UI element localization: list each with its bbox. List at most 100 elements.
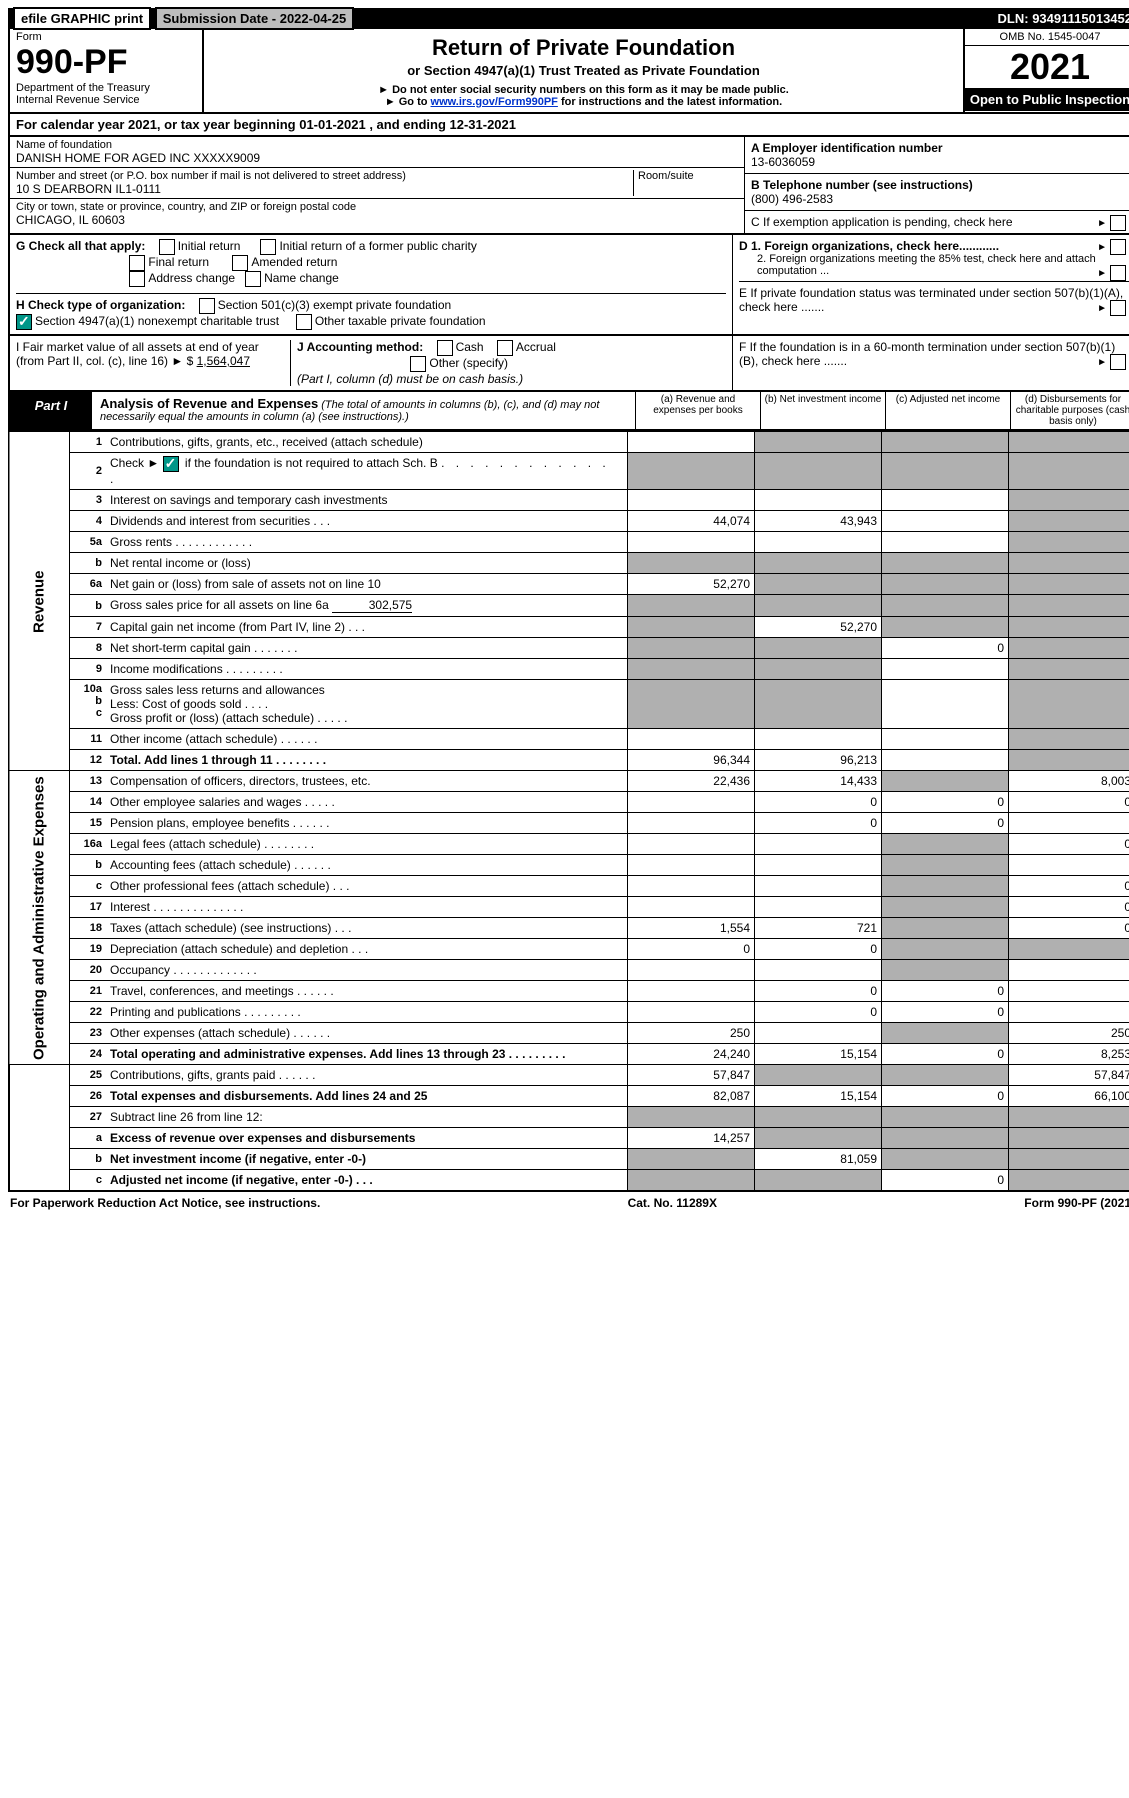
f-checkbox[interactable] bbox=[1110, 354, 1126, 370]
page-footer: For Paperwork Reduction Act Notice, see … bbox=[8, 1192, 1129, 1214]
g-label: G Check all that apply: bbox=[16, 239, 145, 253]
row-23: 23 Other expenses (attach schedule) . . … bbox=[9, 1023, 1129, 1044]
note2-post: for instructions and the latest informat… bbox=[558, 96, 782, 108]
r5a-no: 5a bbox=[70, 532, 107, 553]
r27a-no: a bbox=[70, 1128, 107, 1149]
r24-b: 15,154 bbox=[755, 1044, 882, 1065]
row-14: 14 Other employee salaries and wages . .… bbox=[9, 792, 1129, 813]
row-15: 15 Pension plans, employee benefits . . … bbox=[9, 813, 1129, 834]
r16a-desc: Legal fees (attach schedule) . . . . . .… bbox=[106, 834, 628, 855]
cash-checkbox[interactable] bbox=[437, 340, 453, 356]
r16a-no: 16a bbox=[70, 834, 107, 855]
d2-checkbox[interactable] bbox=[1110, 265, 1126, 281]
part1-header: Part I Analysis of Revenue and Expenses … bbox=[8, 392, 1129, 431]
r4-b: 43,943 bbox=[755, 511, 882, 532]
r11-no: 11 bbox=[70, 729, 107, 750]
efile-print-box[interactable]: efile GRAPHIC print bbox=[13, 7, 151, 30]
schb-checkbox[interactable] bbox=[163, 456, 179, 472]
city-value: CHICAGO, IL 60603 bbox=[16, 213, 738, 227]
r25-desc: Contributions, gifts, grants paid . . . … bbox=[106, 1065, 628, 1086]
r19-b: 0 bbox=[755, 939, 882, 960]
e-row: E If private foundation status was termi… bbox=[739, 281, 1129, 314]
final-return-checkbox[interactable] bbox=[129, 255, 145, 271]
4947a1-label: Section 4947(a)(1) nonexempt charitable … bbox=[35, 314, 279, 328]
row-20: 20 Occupancy . . . . . . . . . . . . . bbox=[9, 960, 1129, 981]
r16b-desc: Accounting fees (attach schedule) . . . … bbox=[106, 855, 628, 876]
r15-desc: Pension plans, employee benefits . . . .… bbox=[106, 813, 628, 834]
amended-return-checkbox[interactable] bbox=[232, 255, 248, 271]
dln-number: DLN: 93491115013452 bbox=[998, 11, 1129, 26]
r18-a: 1,554 bbox=[628, 918, 755, 939]
row-18: 18 Taxes (attach schedule) (see instruct… bbox=[9, 918, 1129, 939]
initial-return-checkbox[interactable] bbox=[159, 239, 175, 255]
dept-treasury: Department of the Treasury bbox=[16, 82, 196, 94]
note2-pre: ► Go to bbox=[385, 96, 431, 108]
r5b-no: b bbox=[70, 553, 107, 574]
e-checkbox[interactable] bbox=[1110, 300, 1126, 316]
form990pf-link[interactable]: www.irs.gov/Form990PF bbox=[431, 96, 558, 108]
row-2: 2 Check ► if the foundation is not requi… bbox=[9, 453, 1129, 490]
d1-checkbox[interactable] bbox=[1110, 239, 1126, 255]
r14-c: 0 bbox=[882, 792, 1009, 813]
city-row: City or town, state or province, country… bbox=[10, 199, 744, 229]
city-label: City or town, state or province, country… bbox=[16, 201, 738, 213]
ij-left: I Fair market value of all assets at end… bbox=[10, 336, 732, 390]
r22-desc: Printing and publications . . . . . . . … bbox=[106, 1002, 628, 1023]
r19-desc: Depreciation (attach schedule) and deple… bbox=[106, 939, 628, 960]
g-check-row: G Check all that apply: Initial return I… bbox=[16, 239, 726, 287]
r20-no: 20 bbox=[70, 960, 107, 981]
row-24: 24 Total operating and administrative ex… bbox=[9, 1044, 1129, 1065]
r4-no: 4 bbox=[70, 511, 107, 532]
other-method-checkbox[interactable] bbox=[410, 356, 426, 372]
r1-desc: Contributions, gifts, grants, etc., rece… bbox=[106, 432, 628, 453]
street-value: 10 S DEARBORN IL1-0111 bbox=[16, 182, 633, 196]
exemption-label: C If exemption application is pending, c… bbox=[751, 215, 1013, 229]
r24-d: 8,253 bbox=[1009, 1044, 1129, 1065]
accrual-checkbox[interactable] bbox=[497, 340, 513, 356]
omb-number: OMB No. 1545-0047 bbox=[965, 29, 1129, 46]
row-27: 27 Subtract line 26 from line 12: bbox=[9, 1107, 1129, 1128]
part1-title: Analysis of Revenue and Expenses bbox=[100, 396, 318, 411]
r22-no: 22 bbox=[70, 1002, 107, 1023]
calendar-year-line: For calendar year 2021, or tax year begi… bbox=[8, 114, 1129, 137]
part1-desc: Analysis of Revenue and Expenses (The to… bbox=[92, 392, 635, 429]
r27-no: 27 bbox=[70, 1107, 107, 1128]
ein-row: A Employer identification number 13-6036… bbox=[745, 137, 1129, 174]
r10-no: 10abc bbox=[70, 680, 107, 729]
form-word: Form bbox=[16, 31, 196, 43]
exemption-checkbox[interactable] bbox=[1110, 215, 1126, 231]
r9-no: 9 bbox=[70, 659, 107, 680]
fmv-value: 1,564,047 bbox=[197, 354, 250, 368]
r4-a: 44,074 bbox=[628, 511, 755, 532]
other-taxable-checkbox[interactable] bbox=[296, 314, 312, 330]
r24-desc: Total operating and administrative expen… bbox=[106, 1044, 628, 1065]
g-h-left: G Check all that apply: Initial return I… bbox=[10, 235, 732, 334]
final-return-label: Final return bbox=[148, 255, 209, 269]
r6a-a: 52,270 bbox=[628, 574, 755, 595]
f-right: F If the foundation is in a 60-month ter… bbox=[732, 336, 1129, 390]
top-left-group: efile GRAPHIC print Submission Date - 20… bbox=[13, 11, 354, 26]
name-change-checkbox[interactable] bbox=[245, 271, 261, 287]
r16c-desc: Other professional fees (attach schedule… bbox=[106, 876, 628, 897]
501c3-checkbox[interactable] bbox=[199, 298, 215, 314]
submission-date-box: Submission Date - 2022-04-25 bbox=[155, 7, 355, 30]
r3-no: 3 bbox=[70, 490, 107, 511]
r10-desc: Gross sales less returns and allowances … bbox=[106, 680, 628, 729]
form-id-block: Form 990-PF Department of the Treasury I… bbox=[10, 29, 204, 112]
r6b-desc-text: Gross sales price for all assets on line… bbox=[110, 598, 329, 612]
ein-label: A Employer identification number bbox=[751, 141, 943, 155]
4947a1-checkbox[interactable] bbox=[16, 314, 32, 330]
row-16b: b Accounting fees (attach schedule) . . … bbox=[9, 855, 1129, 876]
r17-desc: Interest . . . . . . . . . . . . . . bbox=[106, 897, 628, 918]
initial-former-checkbox[interactable] bbox=[260, 239, 276, 255]
row-11: 11 Other income (attach schedule) . . . … bbox=[9, 729, 1129, 750]
r8-c: 0 bbox=[882, 638, 1009, 659]
r6b-inline-value: 302,575 bbox=[332, 598, 412, 613]
r8-desc: Net short-term capital gain . . . . . . … bbox=[106, 638, 628, 659]
address-change-checkbox[interactable] bbox=[129, 271, 145, 287]
expenses-side-label: Operating and Administrative Expenses bbox=[9, 771, 70, 1065]
d1-row: D 1. Foreign organizations, check here..… bbox=[739, 239, 1129, 253]
r12-a: 96,344 bbox=[628, 750, 755, 771]
row-5b: b Net rental income or (loss) bbox=[9, 553, 1129, 574]
r21-no: 21 bbox=[70, 981, 107, 1002]
